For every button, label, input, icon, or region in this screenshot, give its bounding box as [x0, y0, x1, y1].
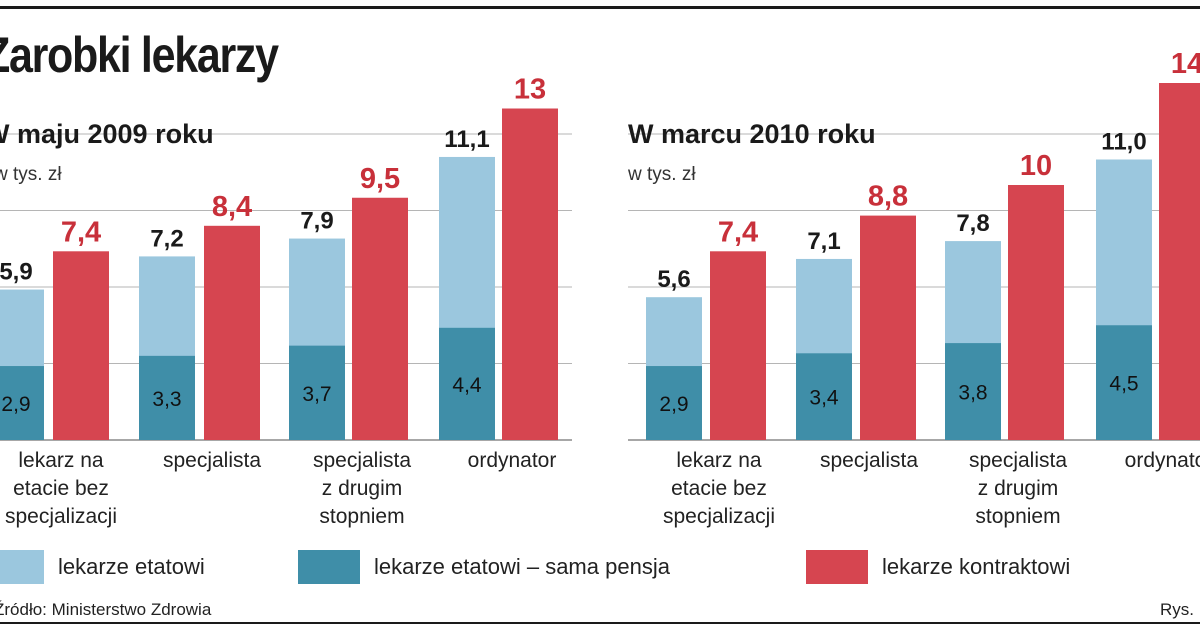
- value-label-pensja: 2,9: [659, 393, 688, 416]
- bar-kontraktowi: [53, 251, 109, 440]
- category-label: ordynator: [1125, 449, 1200, 472]
- value-label-kontraktowi: 8,4: [212, 191, 252, 223]
- value-label-etatowi: 5,9: [0, 259, 33, 286]
- bar-pensja: [0, 366, 44, 440]
- chart-title: W maju 2009 roku: [0, 119, 214, 149]
- bar-kontraktowi: [204, 225, 260, 440]
- category-label: stopniem: [319, 505, 404, 528]
- value-label-etatowi: 7,9: [300, 208, 333, 235]
- value-label-pensja: 4,5: [1109, 373, 1138, 396]
- category-label: specjalista: [969, 449, 1067, 472]
- bar-kontraktowi: [352, 197, 408, 440]
- bar-pensja: [796, 353, 852, 440]
- category-label: z drugim: [978, 477, 1059, 500]
- value-label-pensja: 3,4: [809, 387, 839, 410]
- value-label-etatowi: 5,6: [657, 266, 690, 293]
- value-label-kontraktowi: 13: [514, 74, 546, 106]
- y-unit-label: w tys. zł: [627, 164, 696, 185]
- value-label-pensja: 2,9: [1, 393, 30, 416]
- category-label: specjalizacji: [5, 505, 117, 528]
- bar-pensja: [1096, 325, 1152, 440]
- value-label-kontraktowi: 8,8: [868, 181, 908, 213]
- category-label: specjalista: [313, 449, 411, 472]
- category-label: etacie bez: [13, 477, 109, 500]
- value-label-pensja: 3,3: [152, 388, 181, 411]
- bar-pensja: [646, 366, 702, 440]
- page-title: Zarobki lekarzy: [0, 27, 279, 83]
- value-label-kontraktowi: 9,5: [360, 163, 400, 195]
- chart-title: W marcu 2010 roku: [628, 119, 876, 149]
- top-rule: [0, 6, 1200, 9]
- y-unit-label: w tys. zł: [0, 164, 62, 185]
- bar-pensja: [139, 355, 195, 440]
- bar-pensja: [289, 345, 345, 440]
- value-label-etatowi: 11,0: [1101, 129, 1146, 156]
- bar-kontraktowi: [1159, 83, 1200, 440]
- credit-note: Rys.: [1160, 600, 1194, 619]
- category-label: specjalista: [820, 449, 918, 472]
- bar-pensja: [439, 327, 495, 440]
- value-label-kontraktowi: 7,4: [718, 216, 758, 248]
- legend-label-etatowi: lekarze etatowi: [58, 554, 205, 579]
- bar-kontraktowi: [860, 215, 916, 440]
- category-label: z drugim: [322, 477, 403, 500]
- category-label: lekarz na: [676, 449, 762, 472]
- value-label-kontraktowi: 10: [1020, 150, 1052, 182]
- legend-item-kontraktowi: lekarze kontraktowi: [806, 550, 1070, 584]
- value-label-kontraktowi: 14: [1171, 48, 1200, 80]
- bar-pensja: [945, 343, 1001, 440]
- bar-kontraktowi: [1008, 185, 1064, 440]
- value-label-etatowi: 7,1: [807, 228, 840, 255]
- category-label: lekarz na: [18, 449, 104, 472]
- legend-item-pensja: lekarze etatowi – sama pensja: [298, 550, 670, 584]
- legend-swatch-kontraktowi: [806, 550, 868, 584]
- bar-kontraktowi: [710, 251, 766, 440]
- value-label-pensja: 4,4: [452, 374, 482, 397]
- legend-swatch-pensja: [298, 550, 360, 584]
- category-label: specjalizacji: [663, 505, 775, 528]
- legend-swatch-etatowi: [0, 550, 44, 584]
- category-label: specjalista: [163, 449, 261, 472]
- value-label-pensja: 3,7: [302, 383, 331, 406]
- category-label: ordynator: [468, 449, 557, 472]
- legend-label-kontraktowi: lekarze kontraktowi: [882, 554, 1071, 579]
- source-note: Źródło: Ministerstwo Zdrowia: [0, 600, 212, 619]
- legend-item-etatowi: lekarze etatowi: [0, 550, 205, 584]
- bar-kontraktowi: [502, 108, 558, 440]
- category-label: stopniem: [975, 505, 1060, 528]
- value-label-etatowi: 11,1: [444, 126, 489, 153]
- category-label: etacie bez: [671, 477, 767, 500]
- value-label-pensja: 3,8: [958, 382, 987, 405]
- value-label-etatowi: 7,2: [150, 225, 183, 252]
- value-label-kontraktowi: 7,4: [61, 216, 101, 248]
- legend-label-pensja: lekarze etatowi – sama pensja: [374, 554, 670, 579]
- bottom-rule: [0, 622, 1200, 624]
- value-label-etatowi: 7,8: [956, 210, 989, 237]
